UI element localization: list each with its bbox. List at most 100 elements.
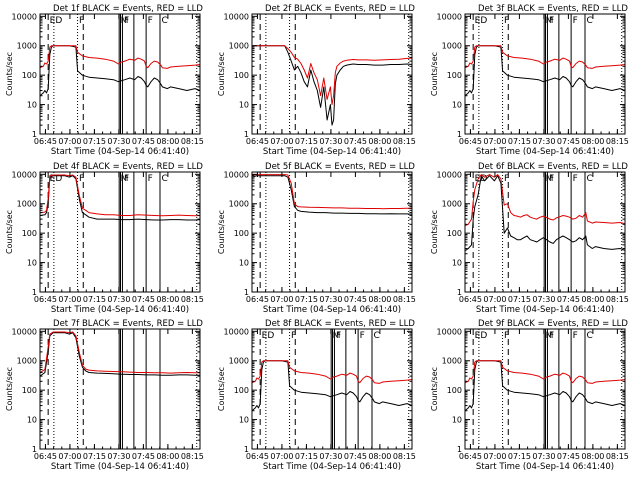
panel-title: Det 6f BLACK = Events, RED = LLD [478, 162, 628, 172]
y-tick-label: 1 [32, 130, 37, 139]
lld-series-line [39, 331, 200, 374]
panel-title: Det 8f BLACK = Events, RED = LLD [265, 319, 415, 329]
y-tick-label: 100 [22, 229, 37, 238]
y-tick-label: 10000 [224, 12, 249, 21]
event-marker-label: C [587, 16, 593, 26]
x-tick-label: 06:45 [459, 137, 482, 146]
event-marker-label: F [124, 16, 129, 26]
y-tick-label: 1000 [17, 357, 37, 366]
detector-panel-2: Det 2f BLACK = Events, RED = LLD 1 10 100 10… [217, 4, 416, 157]
y-tick-label: 100 [234, 71, 249, 80]
x-tick-label: 07:00 [483, 452, 506, 461]
event-marker-label: F [79, 174, 84, 184]
x-tick-label: 08:00 [156, 452, 179, 461]
y-tick-label: 10000 [12, 327, 37, 336]
panel-title: Det 4f BLACK = Events, RED = LLD [53, 162, 203, 172]
y-tick-label: 100 [447, 229, 462, 238]
y-tick-label: 1000 [442, 357, 462, 366]
x-axis-label: Start Time (04-Sep-14 06:41:40) [51, 305, 189, 315]
x-tick-label: 07:30 [319, 137, 342, 146]
x-tick-label: 07:15 [83, 295, 106, 304]
x-tick-label: 08:00 [581, 137, 604, 146]
event-marker-label: C [587, 174, 593, 184]
y-tick-label: 1000 [442, 200, 462, 209]
x-tick-label: 07:30 [319, 452, 342, 461]
event-marker-label: E [475, 16, 481, 26]
y-tick-label: 100 [22, 71, 37, 80]
panel-title: Det 5f BLACK = Events, RED = LLD [265, 162, 415, 172]
x-tick-label: 07:45 [557, 295, 580, 304]
x-tick-label: 07:00 [58, 137, 81, 146]
y-axis-label: Counts/sec [430, 52, 439, 96]
event-marker-label: F [79, 16, 84, 26]
x-axis-label: Start Time (04-Sep-14 06:41:40) [476, 147, 614, 157]
y-axis-label: Counts/sec [5, 210, 14, 254]
y-tick-label: 10000 [437, 327, 462, 336]
event-marker-label: E [475, 331, 481, 341]
y-tick-label: 10000 [224, 327, 249, 336]
event-marker-label: F [573, 174, 578, 184]
events-series-line [464, 175, 626, 252]
y-tick-label: 1000 [229, 42, 249, 51]
plot-frame [251, 171, 413, 293]
x-tick-label: 06:45 [459, 295, 482, 304]
panel-title: Det 9f BLACK = Events, RED = LLD [478, 319, 628, 329]
event-marker-label: F [360, 331, 365, 341]
y-tick-label: 100 [22, 386, 37, 395]
x-tick-label: 07:45 [132, 452, 155, 461]
x-axis-label: Start Time (04-Sep-14 06:41:40) [263, 147, 401, 157]
event-marker-label: F [504, 331, 509, 341]
plot-frame [39, 13, 201, 135]
y-axis-label: Counts/sec [5, 367, 14, 411]
x-tick-label: 08:15 [393, 137, 416, 146]
x-tick-label: 07:45 [344, 295, 367, 304]
y-tick-label: 1000 [442, 42, 462, 51]
panel-title: Det 3f BLACK = Events, RED = LLD [478, 4, 628, 14]
events-series-line [39, 175, 201, 221]
x-tick-label: 08:00 [581, 452, 604, 461]
event-marker-label: F [124, 174, 129, 184]
y-tick-label: 10000 [12, 170, 37, 179]
y-tick-label: 1000 [229, 200, 249, 209]
x-tick-label: 08:00 [156, 295, 179, 304]
plot-frame [251, 328, 413, 450]
x-tick-label: 07:00 [270, 295, 293, 304]
x-tick-label: 07:15 [83, 452, 106, 461]
lld-series-line [464, 45, 626, 69]
y-tick-label: 10 [27, 259, 37, 268]
y-tick-label: 1000 [17, 42, 37, 51]
event-marker-label: E [50, 174, 56, 184]
plot-frame [251, 13, 413, 135]
x-tick-label: 07:45 [344, 137, 367, 146]
x-tick-label: 07:15 [295, 295, 318, 304]
y-tick-label: 100 [447, 71, 462, 80]
lld-series-line [39, 45, 201, 69]
y-axis-label: Counts/sec [5, 52, 14, 96]
panel-title: Det 2f BLACK = Events, RED = LLD [265, 4, 415, 14]
lld-series-line [464, 174, 626, 227]
y-tick-label: 10 [452, 259, 462, 268]
event-marker-label: C [162, 16, 168, 26]
event-marker-label: D [55, 16, 62, 26]
x-tick-label: 06:45 [246, 295, 269, 304]
y-tick-label: 1 [457, 445, 462, 454]
plot-frame [464, 328, 626, 450]
event-marker-label: F [148, 16, 153, 26]
plot-frame [464, 13, 626, 135]
x-tick-label: 07:15 [508, 452, 531, 461]
event-marker-label: M [546, 331, 554, 341]
event-marker-label: D [55, 174, 62, 184]
y-tick-label: 10 [239, 416, 249, 425]
x-tick-label: 07:30 [532, 295, 555, 304]
x-tick-label: 08:15 [181, 452, 204, 461]
y-tick-label: 10000 [12, 12, 37, 21]
events-series-line [252, 45, 413, 126]
lld-series-line [39, 174, 201, 217]
y-axis-label: Counts/sec [217, 52, 226, 96]
x-tick-label: 08:15 [606, 452, 629, 461]
x-tick-label: 06:45 [246, 452, 269, 461]
event-marker-label: F [291, 331, 296, 341]
